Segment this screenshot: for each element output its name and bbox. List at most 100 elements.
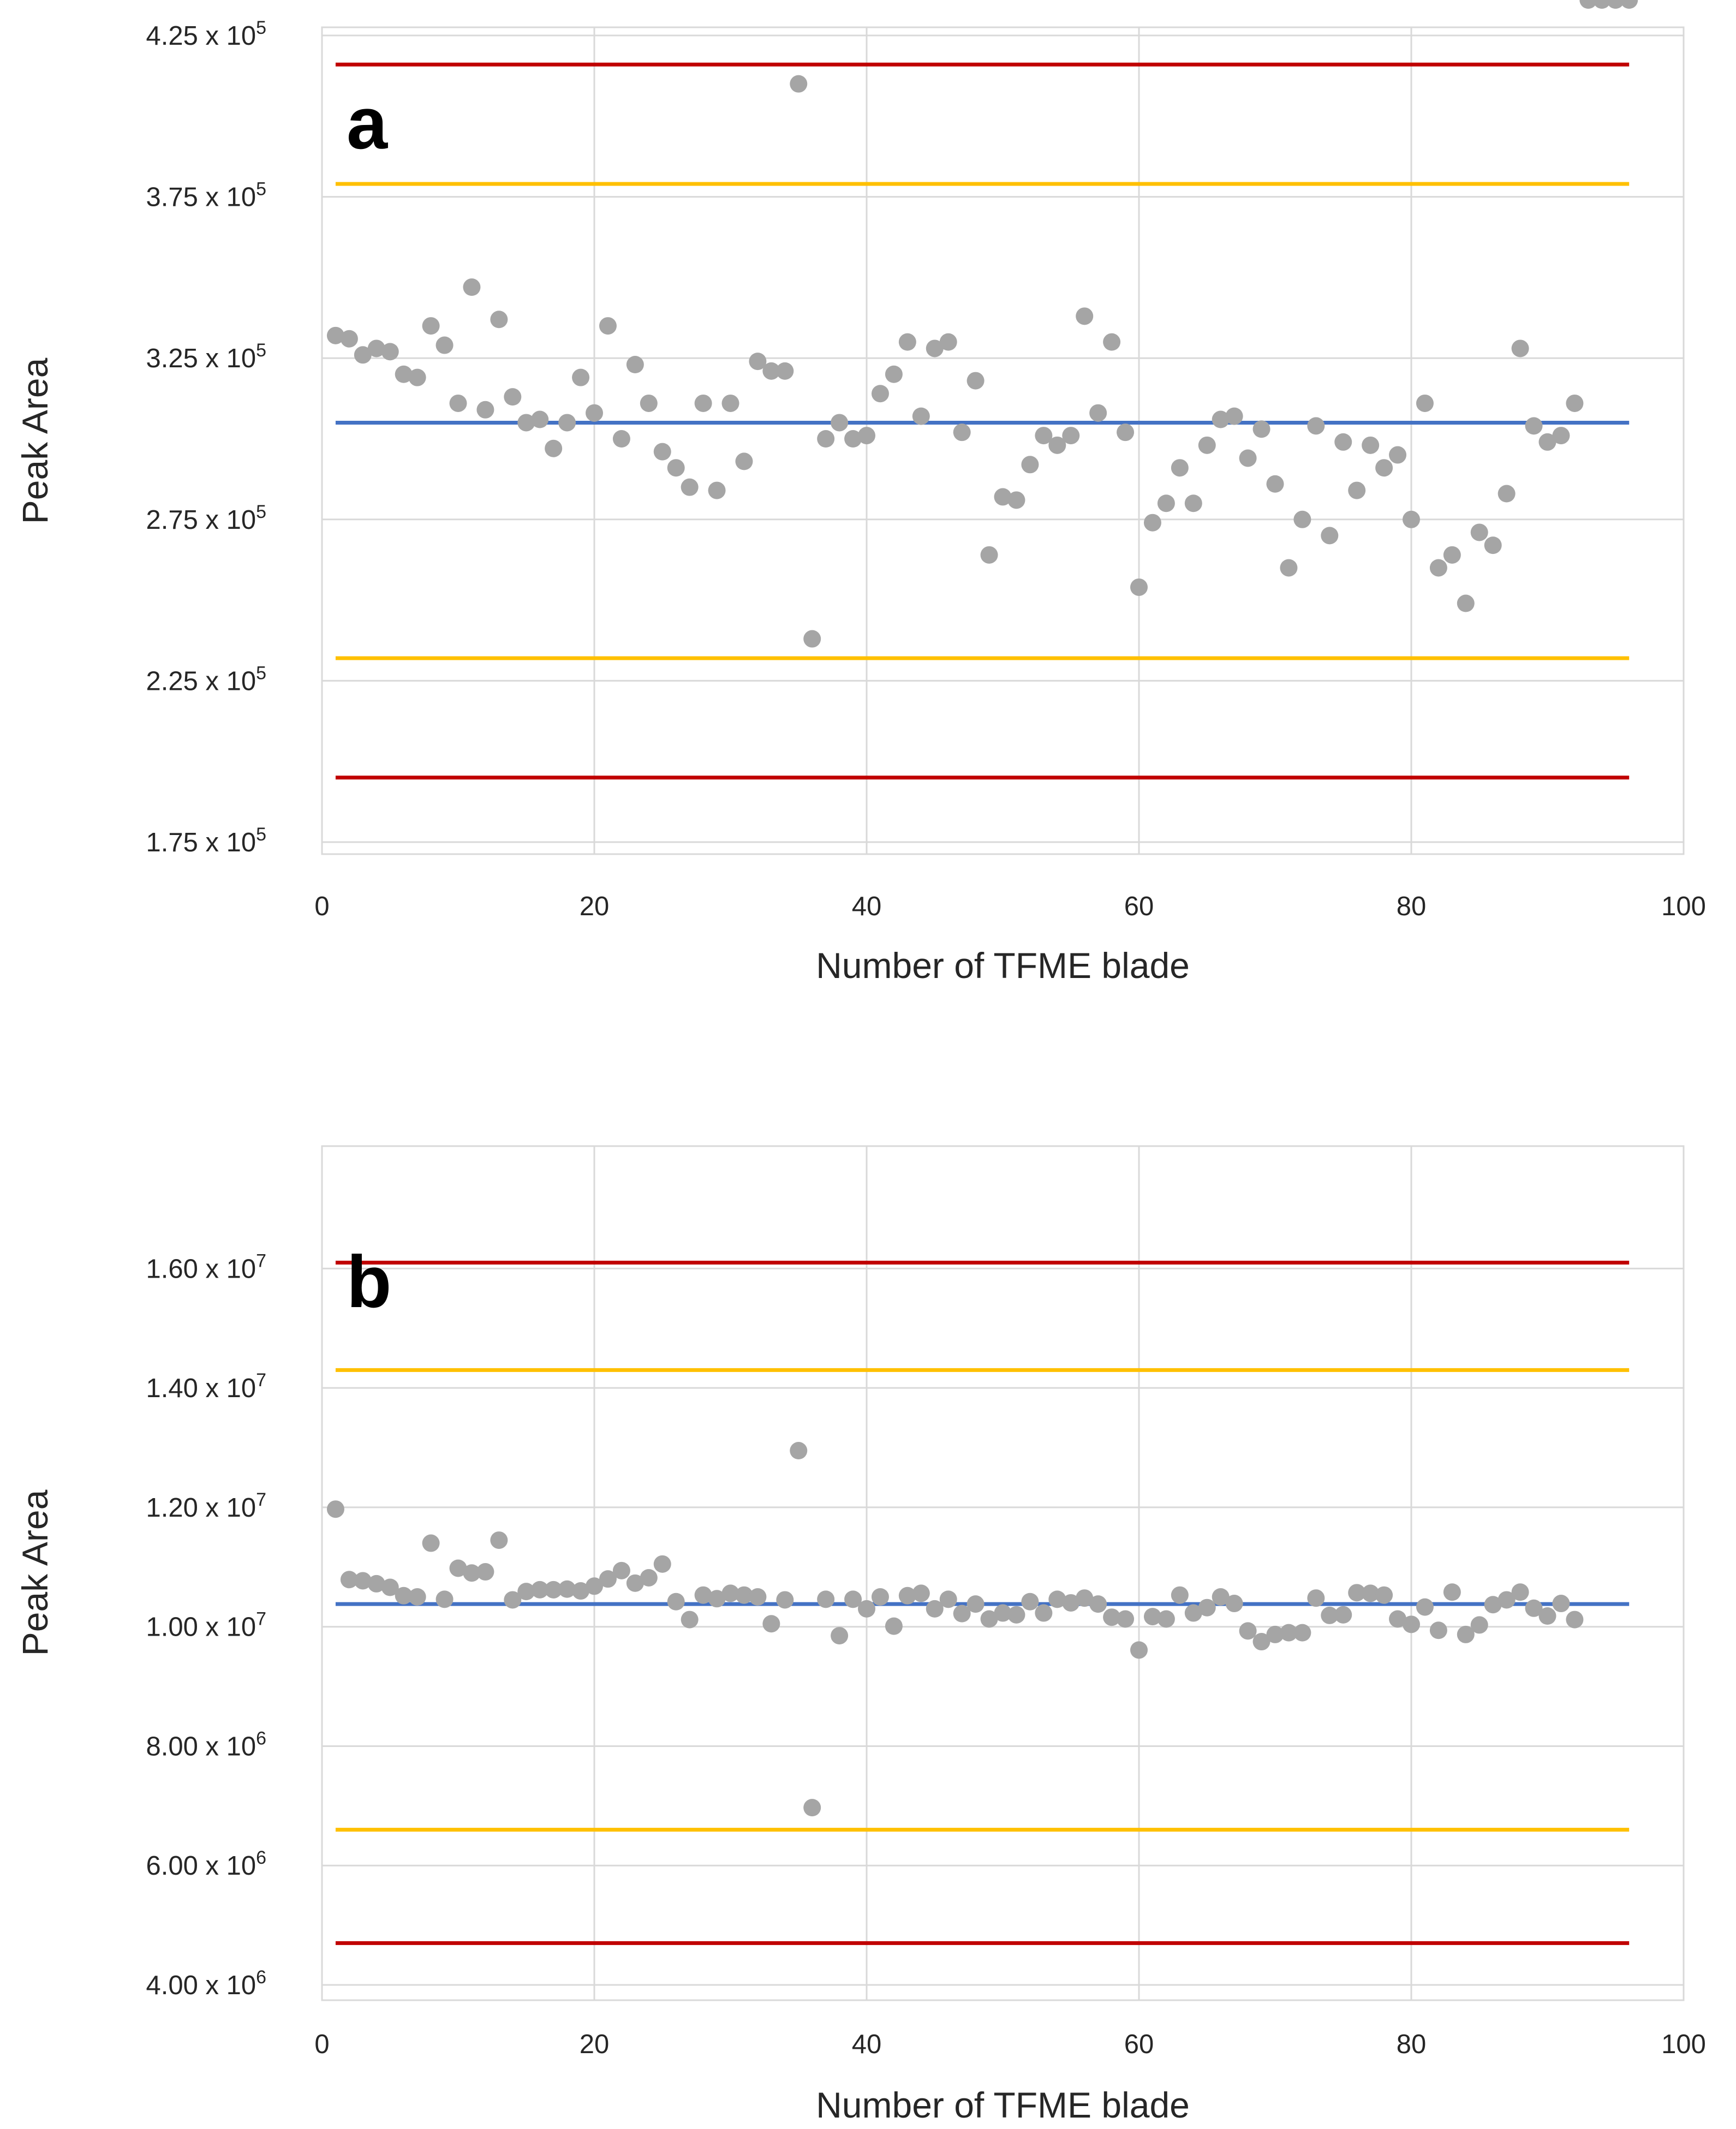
data-point	[980, 546, 998, 564]
data-point	[653, 1555, 671, 1573]
data-point	[1266, 475, 1284, 493]
data-point	[1117, 424, 1135, 442]
data-point	[980, 1610, 998, 1628]
y-tick-mantissa: 1.60 x 10	[146, 1254, 256, 1284]
data-point	[1103, 333, 1121, 351]
data-point	[871, 1588, 889, 1606]
data-point	[1089, 404, 1107, 422]
data-point	[1076, 1589, 1094, 1607]
data-point	[1252, 1633, 1270, 1651]
data-point	[803, 630, 821, 648]
y-tick-exponent: 6	[256, 1967, 266, 1988]
data-point	[790, 1442, 808, 1460]
data-point	[1293, 1624, 1311, 1642]
data-point	[449, 1559, 467, 1577]
data-point	[1198, 1599, 1216, 1617]
data-point	[1225, 1595, 1243, 1613]
data-point	[476, 401, 494, 419]
x-tick-label: 100	[1661, 892, 1706, 921]
data-point	[939, 1590, 957, 1608]
data-point	[1362, 436, 1380, 454]
y-tick-mantissa: 6.00 x 10	[146, 1851, 256, 1881]
data-point	[1266, 1625, 1284, 1643]
data-point	[422, 1534, 440, 1552]
data-point	[1225, 407, 1243, 425]
data-point	[1389, 446, 1407, 464]
data-point	[1498, 1591, 1516, 1609]
panel-letter: b	[347, 1241, 391, 1323]
data-point	[1184, 1604, 1202, 1622]
data-point	[844, 430, 862, 448]
y-tick-exponent: 7	[256, 1250, 266, 1271]
x-axis-title: Number of TFME blade	[816, 2085, 1190, 2125]
data-point	[858, 1600, 875, 1618]
data-point	[871, 385, 889, 403]
data-point	[1375, 1586, 1393, 1604]
data-point	[626, 1574, 644, 1592]
data-point	[831, 1627, 849, 1645]
data-point	[967, 372, 985, 390]
data-point	[1334, 1606, 1352, 1624]
data-point	[545, 439, 563, 457]
data-point	[735, 1586, 753, 1604]
data-point	[1212, 410, 1230, 428]
data-point	[1076, 307, 1094, 325]
data-point	[612, 1561, 630, 1579]
x-tick-label: 0	[314, 892, 329, 921]
data-point	[599, 317, 617, 335]
x-tick-label: 40	[852, 892, 882, 921]
data-point	[1552, 427, 1570, 445]
y-tick-exponent: 7	[256, 1609, 266, 1630]
y-tick-mantissa: 1.40 x 10	[146, 1374, 256, 1403]
data-point	[476, 1563, 494, 1581]
data-point	[517, 414, 535, 432]
data-point	[1443, 1583, 1461, 1601]
data-point	[1429, 1621, 1447, 1639]
data-point	[1470, 1616, 1488, 1634]
data-point	[558, 1580, 576, 1598]
data-point	[1484, 536, 1502, 554]
y-tick-mantissa: 3.75 x 10	[146, 183, 256, 212]
plot-area-border	[321, 26, 1685, 855]
data-point	[395, 1587, 413, 1605]
data-point	[408, 368, 426, 386]
data-point	[340, 330, 358, 348]
data-point	[1007, 491, 1025, 509]
data-point	[1171, 459, 1189, 477]
data-point	[681, 478, 699, 496]
data-point	[694, 1586, 712, 1604]
data-point	[1348, 1584, 1366, 1602]
data-point	[586, 1577, 603, 1595]
data-point	[926, 1600, 944, 1618]
data-point	[994, 488, 1012, 506]
data-point	[776, 1591, 794, 1609]
data-point	[1143, 514, 1161, 532]
data-point	[762, 1615, 780, 1633]
data-point	[1457, 594, 1475, 612]
data-point	[408, 1588, 426, 1606]
x-tick-label: 100	[1661, 2030, 1706, 2059]
data-point	[1048, 1590, 1066, 1608]
data-point	[1579, 0, 1597, 9]
y-tick-mantissa: 2.25 x 10	[146, 666, 256, 696]
y-tick-mantissa: 8.00 x 10	[146, 1732, 256, 1761]
y-tick-exponent: 5	[256, 17, 266, 38]
data-point	[367, 339, 385, 357]
data-point	[586, 404, 603, 422]
y-tick-exponent: 5	[256, 824, 266, 845]
data-point	[1198, 436, 1216, 454]
y-tick-label: 1.40 x 107	[146, 1370, 266, 1403]
data-point	[354, 346, 372, 364]
data-point	[735, 452, 753, 470]
data-point	[1117, 1610, 1135, 1628]
data-point	[463, 1564, 481, 1582]
data-point	[504, 388, 522, 406]
data-point	[1403, 1615, 1420, 1633]
data-point	[572, 1582, 590, 1600]
data-point	[1035, 427, 1053, 445]
data-point	[1089, 1595, 1107, 1613]
data-point	[1130, 1641, 1148, 1659]
y-tick-mantissa: 1.00 x 10	[146, 1613, 256, 1642]
data-point	[1143, 1608, 1161, 1626]
data-point	[531, 1581, 549, 1599]
